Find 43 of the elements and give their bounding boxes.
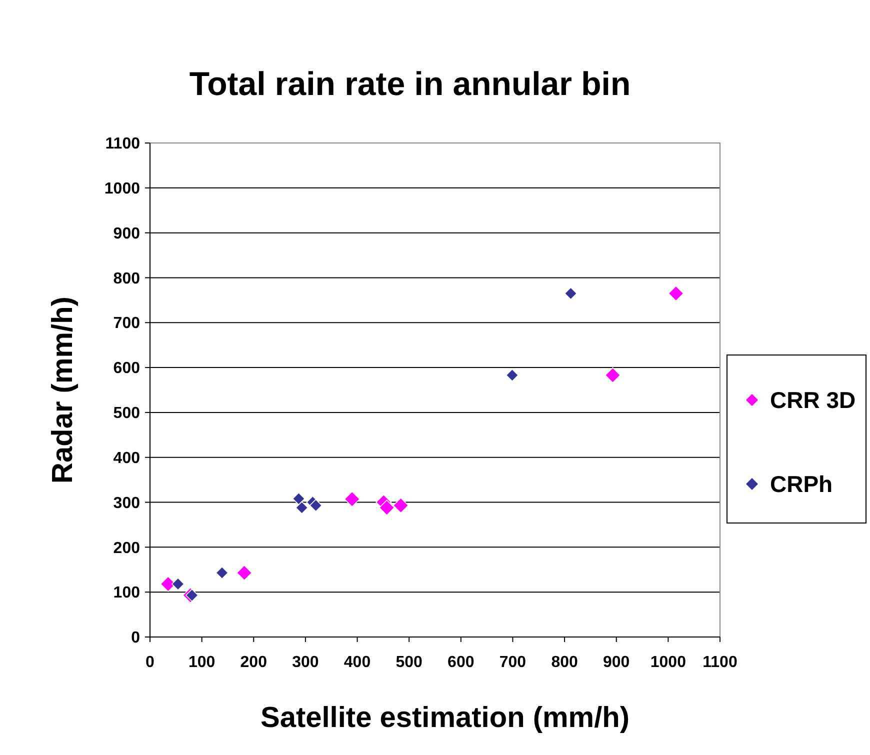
point [309, 499, 322, 512]
point [292, 492, 306, 506]
point [506, 368, 519, 382]
point [668, 286, 684, 302]
point [564, 287, 578, 300]
y-tick-label: 1000 [104, 180, 140, 198]
y-tick-label: 300 [113, 494, 140, 512]
legend-label: CRPh [770, 471, 833, 498]
y-tick-label: 900 [113, 225, 140, 242]
y-tick-label: 100 [113, 584, 140, 602]
point [186, 588, 198, 602]
point [392, 498, 409, 514]
x-tick-label: 500 [396, 654, 423, 671]
x-tick-label: 600 [448, 654, 474, 671]
x-axis-title: Satellite estimation (mm/h) [260, 702, 630, 734]
y-axis-title: Radar (mm/h) [47, 296, 79, 484]
x-tick-label: 400 [344, 654, 371, 671]
point [604, 367, 621, 384]
point [216, 566, 228, 580]
x-tick-label: 0 [146, 654, 155, 671]
x-tick-label: 900 [603, 654, 630, 671]
x-tick-label: 100 [188, 654, 216, 671]
x-tick-label: 1100 [702, 654, 738, 671]
y-tick-label: 500 [113, 405, 140, 422]
x-tick-label: 300 [292, 654, 319, 671]
y-tick-label: 700 [113, 315, 140, 332]
y-tick-label: 400 [113, 450, 140, 467]
x-tick-label: 800 [551, 654, 578, 671]
point [344, 491, 360, 508]
chart-title: Total rain rate in annular bin [189, 65, 631, 102]
x-tick-label: 1000 [650, 654, 686, 671]
x-tick-label: 200 [240, 654, 268, 671]
legend-label: CRR 3D [770, 387, 856, 414]
y-tick-label: 1100 [105, 136, 140, 153]
point [378, 500, 395, 516]
y-tick-label: 200 [113, 540, 140, 557]
x-tick-label: 700 [499, 654, 526, 671]
y-tick-label: 600 [113, 360, 140, 378]
y-tick-label: 0 [131, 630, 140, 647]
y-tick-label: 800 [113, 270, 140, 288]
point [295, 501, 308, 514]
point [236, 564, 252, 581]
point [172, 578, 184, 590]
